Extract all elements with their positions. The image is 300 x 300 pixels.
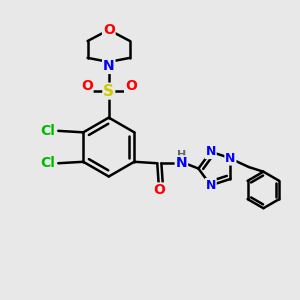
Text: H: H (177, 150, 186, 160)
Text: N: N (206, 145, 216, 158)
Text: N: N (206, 179, 216, 192)
Text: O: O (153, 183, 165, 197)
Text: Cl: Cl (40, 156, 55, 170)
Text: S: S (103, 84, 114, 99)
Text: N: N (225, 152, 236, 165)
Text: O: O (81, 79, 93, 93)
Text: Cl: Cl (40, 124, 55, 138)
Text: N: N (103, 59, 115, 73)
Text: N: N (176, 156, 187, 170)
Text: O: O (103, 23, 115, 37)
Text: O: O (125, 79, 137, 93)
